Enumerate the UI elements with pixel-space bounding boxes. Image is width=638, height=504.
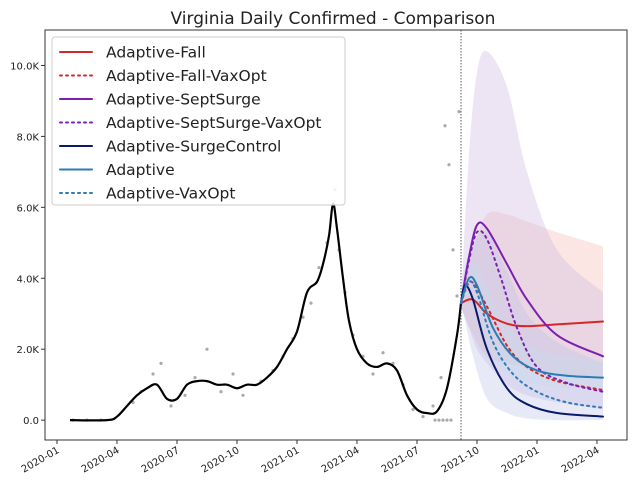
chart-title: Virginia Daily Confirmed - Comparison [171,9,496,29]
data-point [159,361,163,365]
series-line-adaptive-septsurge-vaxopt [460,229,604,393]
data-point [231,372,235,376]
series-line-adaptive-vaxopt [460,280,604,409]
observed-line [69,202,463,422]
data-point [317,266,321,270]
x-tick-label: 2021-01 [260,445,302,475]
y-tick-label: 4.0K [17,274,40,285]
data-point [421,414,425,419]
y-tick-label: 10.0K [10,61,39,72]
data-point [433,418,437,422]
y-tick-label: 6.0K [17,203,40,214]
series-lines [69,30,604,440]
x-tick-label: 2022-04 [560,445,602,475]
legend-label: Adaptive-Fall [106,44,206,62]
data-point [437,418,441,422]
x-tick-label: 2020-07 [140,445,182,475]
series-line-adaptive [460,275,604,379]
legend-label: Adaptive-SeptSurge-VaxOpt [106,114,322,132]
x-tick-label: 2020-01 [20,445,62,475]
data-point [183,393,187,397]
legend-box [51,36,346,206]
data-point [205,347,209,351]
data-point [169,404,173,408]
y-tick-label: 8.0K [17,132,40,143]
data-point [455,294,459,298]
legend: Adaptive-Fall Adaptive-Fall-VaxOpt Adaptiv… [51,36,346,206]
legend-label: Adaptive-Fall-VaxOpt [106,67,267,85]
data-point [301,315,305,319]
data-point [447,163,451,167]
data-point [443,124,447,128]
data-point [371,372,375,376]
x-tick-label: 2021-07 [380,445,422,475]
data-point [431,404,435,408]
legend-label: Adaptive-SeptSurge [106,91,261,109]
confidence-band-adaptive [461,262,603,389]
x-tick-label: 2022-01 [500,445,542,475]
legend-label: Adaptive [106,161,175,179]
y-tick-label: 2.0K [17,345,40,356]
x-tick-label: 2021-10 [440,445,482,475]
data-point [439,375,443,380]
data-point [451,248,455,252]
data-point [151,372,155,376]
x-tick-label: 2021-04 [320,445,362,475]
confidence-bands [461,50,603,421]
data-point [309,301,313,305]
data-point [241,393,245,397]
data-point [381,351,385,355]
data-point [193,375,197,380]
data-point [411,407,415,412]
plot-frame [44,29,628,441]
legend-label: Adaptive-VaxOpt [106,185,235,203]
x-tick-label: 2020-10 [200,445,242,475]
data-point [457,109,461,114]
data-point [441,418,445,422]
data-point [445,418,449,422]
x-tick-label: 2020-04 [80,445,122,475]
legend-label: Adaptive-SurgeControl [106,138,281,156]
data-point [219,390,223,394]
y-tick-label: 0.0 [23,416,39,427]
data-point [449,418,453,422]
